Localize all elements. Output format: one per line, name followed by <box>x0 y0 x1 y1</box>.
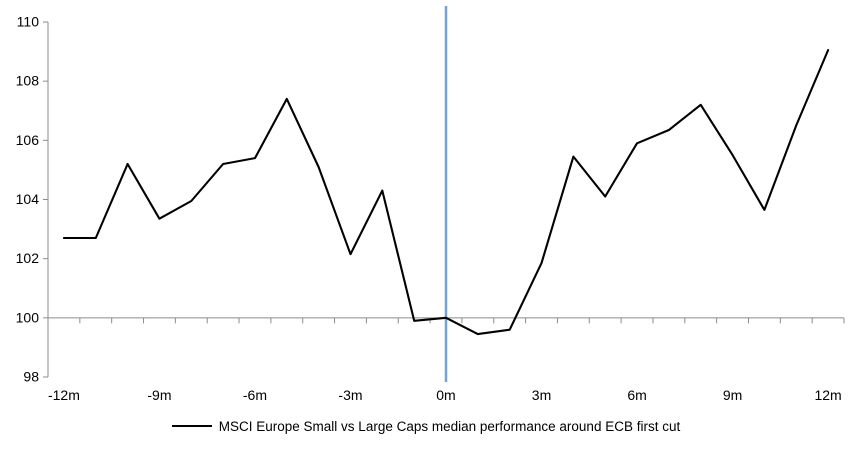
legend: MSCI Europe Small vs Large Caps median p… <box>0 416 852 436</box>
x-tick-label: -12m <box>48 387 80 403</box>
x-tick-label: 3m <box>532 387 551 403</box>
y-tick-label: 106 <box>16 132 40 148</box>
legend-label: MSCI Europe Small vs Large Caps median p… <box>218 418 681 434</box>
series-line <box>62 49 830 336</box>
y-tick-label: 104 <box>16 191 40 207</box>
y-tick-label: 100 <box>16 309 40 325</box>
x-tick-label: 6m <box>627 387 646 403</box>
x-tick-label: 9m <box>723 387 742 403</box>
x-tick-label: -6m <box>243 387 267 403</box>
x-tick-label: -3m <box>338 387 362 403</box>
y-tick-label: 102 <box>16 250 40 266</box>
y-tick-label: 108 <box>16 73 40 89</box>
y-tick-label: 110 <box>17 14 40 30</box>
x-tick-label: -9m <box>147 387 171 403</box>
y-tick-label: 98 <box>23 369 39 385</box>
legend-line-sample <box>171 425 212 427</box>
x-tick-label: 12m <box>814 387 841 403</box>
x-tick-label: 0m <box>436 387 455 403</box>
